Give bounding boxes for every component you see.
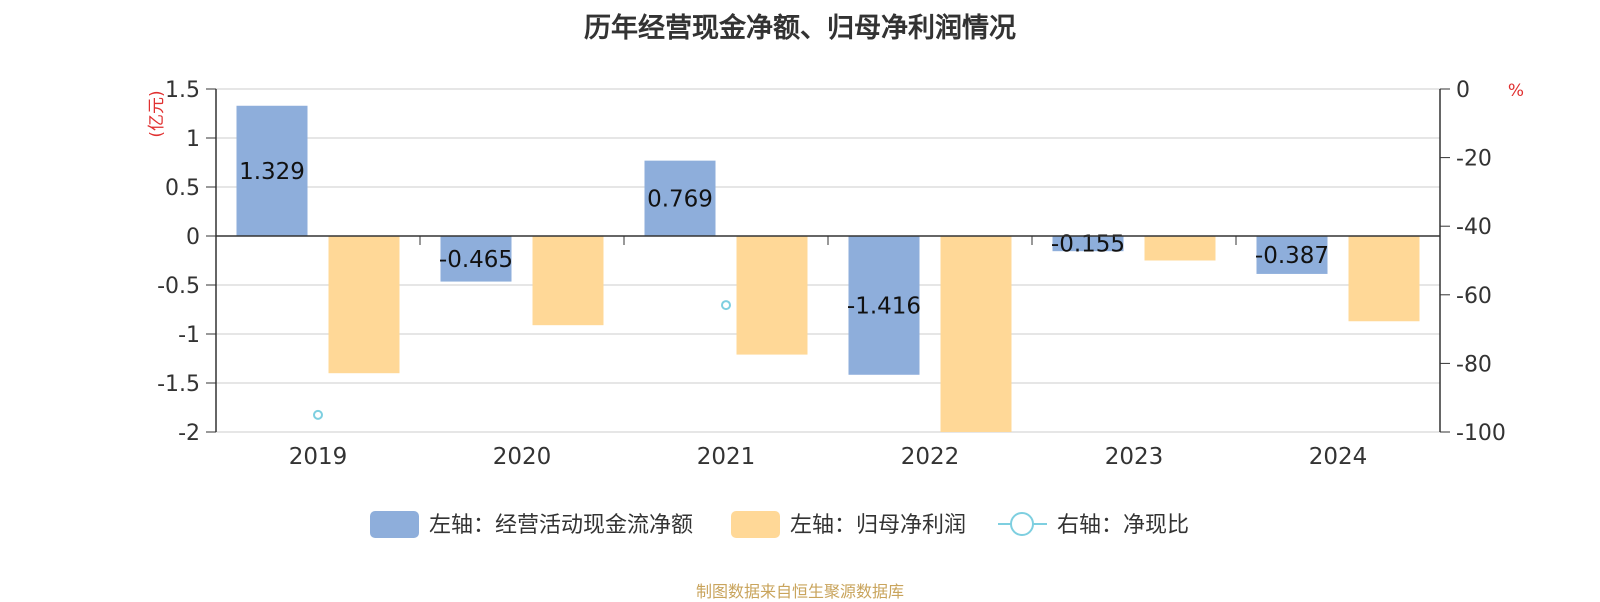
- right-tick-label: -100: [1456, 421, 1506, 446]
- scatter-point-cash-ratio: [313, 409, 323, 420]
- left-tick-label: 1.5: [165, 78, 200, 103]
- left-tick-label: 0: [186, 225, 200, 250]
- left-tick-label: -0.5: [157, 274, 200, 299]
- bar-net-profit: [1348, 236, 1420, 322]
- x-tick-label: 2023: [1105, 444, 1164, 470]
- x-tick-label: 2020: [493, 444, 552, 470]
- chart-title: 历年经营现金净额、归母净利润情况: [584, 13, 1016, 44]
- bar-operating-cashflow: [1256, 236, 1328, 274]
- left-tick-label: -1: [178, 323, 200, 348]
- bar-operating-cashflow: [1052, 236, 1124, 252]
- left-axis-unit-label: (亿元): [147, 90, 167, 137]
- x-tick-label: 2021: [697, 444, 756, 470]
- bar-data-label: -0.387: [1255, 243, 1329, 269]
- bar-operating-cashflow: [440, 236, 512, 282]
- bar-net-profit: [328, 236, 400, 374]
- source-note: 制图数据来自恒生聚源数据库: [695, 582, 904, 601]
- legend-marker-cash-ratio: [1010, 512, 1034, 536]
- bar-operating-cashflow: [236, 105, 308, 237]
- x-tick-label: 2024: [1309, 444, 1368, 470]
- right-axis-unit-label: %: [1508, 81, 1524, 101]
- bar-operating-cashflow: [848, 236, 920, 375]
- bar-data-label: 0.769: [647, 186, 713, 212]
- bar-net-profit: [532, 236, 604, 326]
- x-tick-label: 2022: [901, 444, 960, 470]
- left-tick-label: -1.5: [157, 372, 200, 397]
- legend-label-net-profit: 左轴：归母净利润: [790, 513, 966, 538]
- bar-net-profit: [736, 236, 808, 355]
- left-tick-label: 1: [186, 127, 200, 152]
- right-tick-label: 0: [1456, 78, 1470, 103]
- legend-label-cash-ratio: 右轴：净现比: [1057, 513, 1189, 538]
- scatter-point-cash-ratio: [721, 300, 731, 311]
- bar-net-profit: [940, 236, 1012, 432]
- bar-data-label: -1.416: [847, 293, 921, 319]
- bar-data-label: 1.329: [239, 159, 305, 185]
- x-tick-label: 2019: [289, 444, 348, 470]
- left-tick-label: 0.5: [165, 176, 200, 201]
- legend-label-operating-cashflow: 左轴：经营活动现金流净额: [429, 513, 693, 538]
- right-tick-label: -40: [1456, 215, 1492, 240]
- bar-operating-cashflow: [644, 160, 716, 236]
- right-tick-label: -80: [1456, 352, 1492, 377]
- right-tick-label: -20: [1456, 147, 1492, 172]
- legend-swatch-operating-cashflow: [370, 511, 419, 538]
- legend-swatch-net-profit: [731, 511, 780, 538]
- bar-data-label: -0.465: [439, 247, 513, 273]
- right-tick-label: -60: [1456, 284, 1492, 309]
- left-tick-label: -2: [178, 421, 200, 446]
- bar-net-profit: [1144, 236, 1216, 261]
